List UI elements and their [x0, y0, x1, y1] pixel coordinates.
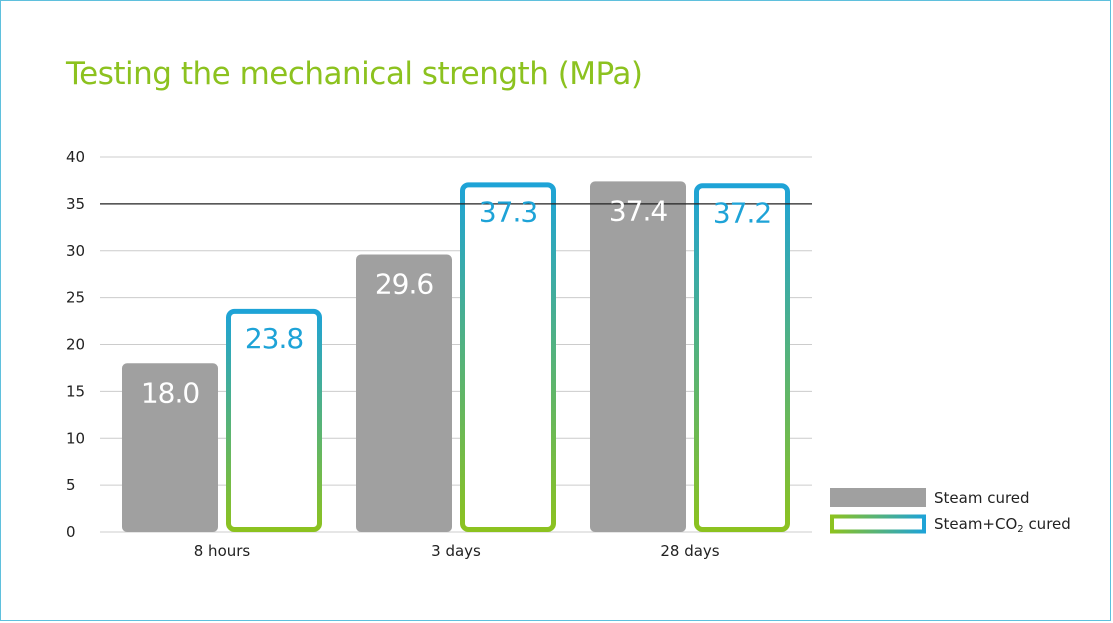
legend-label-steam: Steam cured [934, 489, 1030, 507]
value-label-co2: 37.2 [713, 196, 771, 229]
legend-label-co2: Steam+CO2 cured [934, 515, 1071, 535]
value-label-co2: 23.8 [245, 322, 303, 355]
y-tick-label: 20 [66, 336, 85, 354]
x-axis-categories: 8 hours 3 days 28 days [194, 542, 720, 560]
x-category-label: 28 days [660, 542, 719, 560]
legend: Steam cured Steam+CO2 cured [830, 488, 1071, 535]
y-tick-label: 15 [66, 382, 85, 400]
bar-steam-co2-cured [226, 308, 322, 532]
y-tick-label: 0 [66, 523, 76, 541]
bars [122, 181, 790, 532]
y-tick-label: 10 [66, 429, 85, 447]
bar-steam-co2-cured [460, 182, 556, 532]
value-label-steam: 37.4 [609, 194, 668, 227]
legend-label-co2-subscript: 2 [1017, 524, 1023, 535]
bar-steam-cured [356, 254, 452, 532]
legend-swatch-co2 [830, 514, 926, 534]
y-axis-ticks: 0 5 10 15 20 25 30 35 40 [66, 148, 85, 541]
value-label-co2: 37.3 [479, 195, 537, 228]
value-label-steam: 29.6 [375, 268, 434, 301]
y-tick-label: 40 [66, 148, 85, 166]
y-tick-label: 5 [66, 476, 76, 494]
grid-lines [100, 156, 812, 533]
y-tick-label: 35 [66, 195, 85, 213]
x-category-label: 8 hours [194, 542, 251, 560]
bar-steam-cured [122, 363, 218, 532]
value-label-steam: 18.0 [141, 376, 199, 409]
chart-title: Testing the mechanical strength (MPa) [66, 56, 643, 92]
legend-label-co2-suffix: cured [1024, 515, 1071, 533]
value-labels: 18.0 23.8 29.6 37.3 37.4 37.2 [141, 194, 772, 409]
y-tick-label: 25 [66, 289, 85, 307]
legend-label-co2-main: Steam+CO [934, 515, 1017, 533]
legend-swatch-steam [830, 488, 926, 507]
x-category-label: 3 days [431, 542, 481, 560]
y-tick-label: 30 [66, 242, 85, 260]
bar-steam-co2-cured [694, 183, 790, 532]
bar-steam-cured [590, 181, 686, 532]
